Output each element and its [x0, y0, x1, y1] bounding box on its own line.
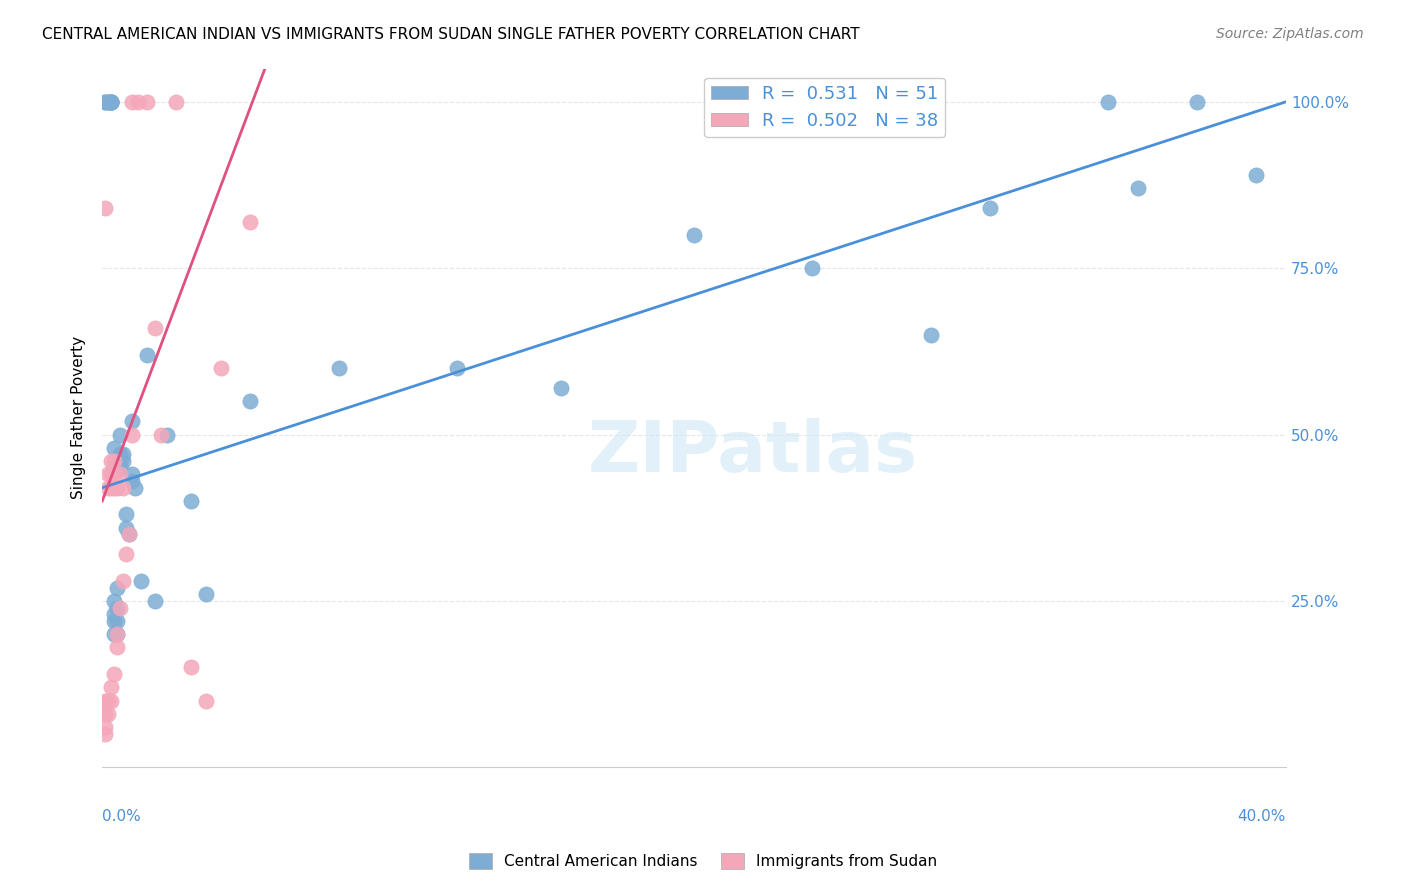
Point [683, 227, 706, 242]
Text: 0.0%: 0.0% [103, 809, 141, 824]
Point [194, 587, 217, 601]
Point [194, 694, 217, 708]
Point [111, 454, 134, 468]
Point [108, 467, 131, 482]
Point [94, 694, 117, 708]
Point [100, 95, 122, 109]
Point [94, 201, 117, 215]
Point [115, 508, 138, 522]
Point [121, 95, 143, 109]
Point [103, 467, 125, 482]
Point [145, 321, 167, 335]
Point [100, 95, 122, 109]
Point [105, 614, 128, 628]
Point [97, 481, 120, 495]
Point [328, 361, 350, 376]
Point [239, 394, 262, 409]
Point [100, 681, 122, 695]
Point [100, 95, 122, 109]
Point [180, 660, 202, 674]
Point [100, 95, 122, 109]
Point [979, 201, 1001, 215]
Point [108, 600, 131, 615]
Point [100, 694, 122, 708]
Point [121, 427, 143, 442]
Point [97, 706, 120, 721]
Legend: R =  0.531   N = 51, R =  0.502   N = 38: R = 0.531 N = 51, R = 0.502 N = 38 [704, 78, 945, 137]
Point [97, 694, 120, 708]
Point [94, 95, 117, 109]
Point [111, 481, 134, 495]
Point [121, 467, 143, 482]
Point [105, 581, 128, 595]
Point [105, 481, 128, 495]
Point [209, 361, 232, 376]
Point [1097, 95, 1119, 109]
Point [135, 95, 157, 109]
Point [105, 627, 128, 641]
Point [105, 627, 128, 641]
Point [97, 467, 120, 482]
Point [150, 427, 173, 442]
Point [103, 594, 125, 608]
Point [118, 527, 141, 541]
Point [105, 640, 128, 655]
Point [446, 361, 468, 376]
Point [145, 594, 167, 608]
Legend: Central American Indians, Immigrants from Sudan: Central American Indians, Immigrants fro… [463, 847, 943, 875]
Point [97, 95, 120, 109]
Text: ZIPatlas: ZIPatlas [588, 418, 918, 487]
Point [121, 414, 143, 428]
Point [103, 607, 125, 622]
Point [103, 454, 125, 468]
Point [103, 614, 125, 628]
Point [156, 427, 179, 442]
Point [1185, 95, 1208, 109]
Point [100, 95, 122, 109]
Point [100, 454, 122, 468]
Point [239, 214, 262, 228]
Text: Source: ZipAtlas.com: Source: ZipAtlas.com [1216, 27, 1364, 41]
Point [920, 327, 942, 342]
Point [801, 261, 824, 276]
Point [94, 706, 117, 721]
Point [1126, 181, 1149, 195]
Point [108, 427, 131, 442]
Point [127, 95, 149, 109]
Point [100, 467, 122, 482]
Point [105, 600, 128, 615]
Point [103, 460, 125, 475]
Point [97, 95, 120, 109]
Point [103, 481, 125, 495]
Point [1246, 168, 1268, 182]
Point [124, 481, 146, 495]
Point [103, 441, 125, 455]
Point [111, 448, 134, 462]
Point [108, 448, 131, 462]
Text: CENTRAL AMERICAN INDIAN VS IMMIGRANTS FROM SUDAN SINGLE FATHER POVERTY CORRELATI: CENTRAL AMERICAN INDIAN VS IMMIGRANTS FR… [42, 27, 860, 42]
Point [115, 521, 138, 535]
Point [108, 454, 131, 468]
Point [100, 95, 122, 109]
Point [550, 381, 572, 395]
Point [94, 720, 117, 734]
Point [115, 547, 138, 561]
Text: 40.0%: 40.0% [1237, 809, 1286, 824]
Point [94, 727, 117, 741]
Point [135, 348, 157, 362]
Point [118, 527, 141, 541]
Point [121, 474, 143, 488]
Point [103, 627, 125, 641]
Point [108, 460, 131, 475]
Point [94, 95, 117, 109]
Point [103, 667, 125, 681]
Point [180, 494, 202, 508]
Point [165, 95, 187, 109]
Y-axis label: Single Father Poverty: Single Father Poverty [72, 336, 86, 500]
Point [100, 481, 122, 495]
Point [111, 574, 134, 588]
Point [129, 574, 152, 588]
